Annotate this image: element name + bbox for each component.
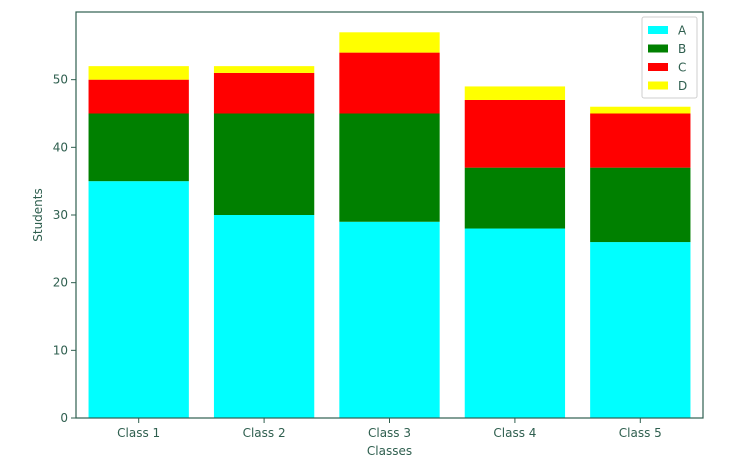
y-tick-label: 10 <box>53 343 68 357</box>
y-tick-label: 20 <box>53 276 68 290</box>
bar-b-4 <box>464 167 566 229</box>
y-tick-label: 50 <box>53 73 68 87</box>
legend-swatch-c <box>648 63 668 71</box>
x-axis-title: Classes <box>367 444 412 458</box>
y-tick-label: 30 <box>53 208 68 222</box>
bar-c-4 <box>464 99 566 168</box>
x-tick-label: Class 2 <box>243 426 286 440</box>
bar-d-1 <box>88 66 189 80</box>
bar-d-2 <box>213 66 315 73</box>
bar-c-1 <box>88 79 189 114</box>
bar-d-5 <box>590 106 691 114</box>
legend-label-a: A <box>678 24 687 38</box>
bars-layer <box>88 32 691 418</box>
bar-b-1 <box>88 113 189 182</box>
y-tick-label: 40 <box>53 140 68 154</box>
bar-b-5 <box>590 167 691 243</box>
bar-d-3 <box>339 32 440 53</box>
legend-label-c: C <box>678 61 686 75</box>
bar-b-3 <box>339 113 440 222</box>
legend-box <box>641 16 698 99</box>
bar-a-3 <box>339 221 440 418</box>
y-axis: 0 10 20 30 40 50 <box>53 73 76 425</box>
legend-swatch-b <box>648 44 668 53</box>
bar-a-2 <box>213 215 315 418</box>
legend-swatch-a <box>648 26 668 34</box>
bar-c-3 <box>339 52 440 114</box>
bar-c-5 <box>590 113 691 168</box>
x-tick-label: Class 3 <box>368 426 411 440</box>
legend-label-b: B <box>678 42 686 56</box>
legend-label-d: D <box>678 79 687 93</box>
bar-a-1 <box>88 181 189 418</box>
x-tick-label: Class 5 <box>619 426 662 440</box>
y-tick-label: 0 <box>60 411 68 425</box>
x-tick-label: Class 4 <box>493 426 536 440</box>
bar-a-4 <box>464 228 566 418</box>
bar-c-2 <box>213 72 315 114</box>
bar-a-5 <box>590 242 691 418</box>
x-axis: Class 1 Class 2 Class 3 Class 4 Class 5 <box>117 418 662 440</box>
bar-b-2 <box>213 113 315 215</box>
bar-d-4 <box>464 86 566 100</box>
x-tick-label: Class 1 <box>117 426 160 440</box>
legend-swatch-d <box>648 81 668 90</box>
y-axis-title: Students <box>31 188 45 242</box>
